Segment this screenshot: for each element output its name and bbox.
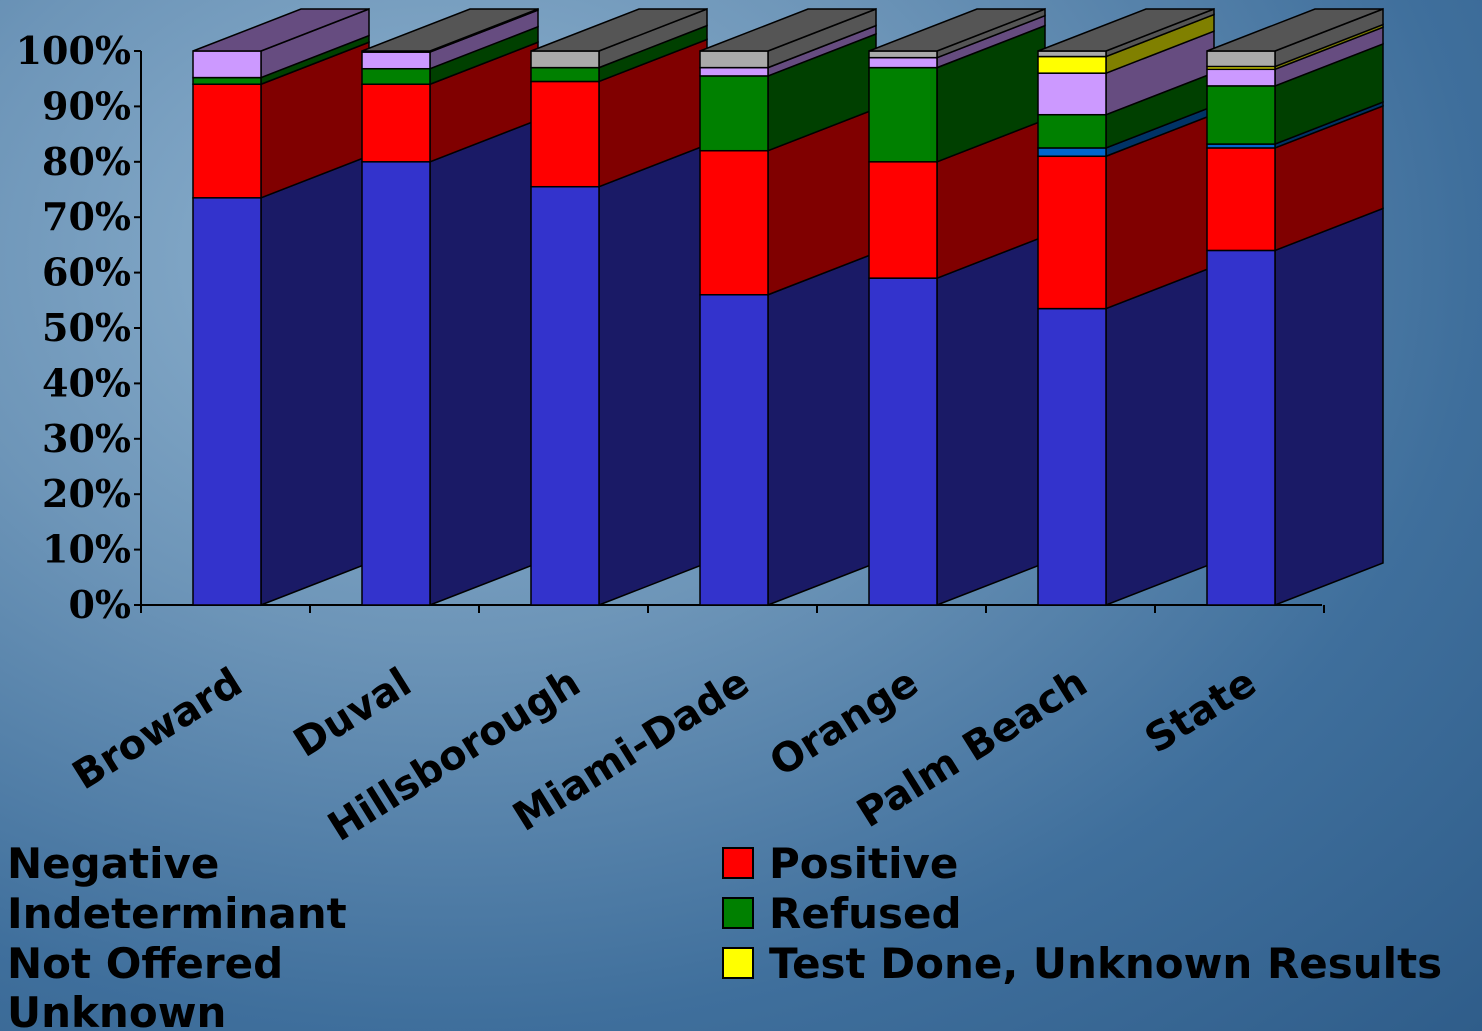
bar-segment [361, 67, 431, 85]
bar-segment [699, 149, 769, 296]
y-tick-label: 60% [42, 250, 131, 295]
legend-label: Positive [769, 839, 958, 888]
bar-segment [699, 294, 769, 606]
bar-top-face [699, 8, 877, 52]
bar-segment [192, 76, 262, 85]
bar-segment [1037, 307, 1107, 606]
bar-top-face [1206, 8, 1384, 52]
bar-segment [1206, 249, 1276, 606]
bar-top-face [192, 8, 370, 52]
y-tick-label: 40% [42, 360, 131, 405]
bar-segment [192, 197, 262, 606]
bar-side-face [598, 143, 708, 607]
legend-label: Refused [769, 889, 962, 938]
bar-top-face [868, 8, 1046, 52]
bar-segment [868, 161, 938, 279]
legend-label: Indeterminant [7, 889, 347, 938]
bar-segment [699, 50, 769, 69]
bar-segment [1037, 55, 1107, 74]
bar-top-face [530, 8, 708, 52]
bar-side-face [429, 118, 539, 607]
x-tick-label: State [1137, 659, 1264, 762]
legend-swatch [722, 847, 754, 879]
x-tick-label: Broward [65, 659, 251, 799]
bar-segment [361, 51, 431, 70]
bar-segment [868, 56, 938, 69]
bar-segment [868, 50, 938, 59]
y-tick-label: 10% [42, 527, 131, 572]
bar-segment [1037, 113, 1107, 149]
bar-segment [530, 185, 600, 606]
bar-segment [1206, 85, 1276, 145]
bar-segment [1206, 50, 1276, 68]
chart-bars [192, 7, 1384, 607]
y-tick-label: 0% [68, 582, 131, 627]
bar-side-face [936, 235, 1046, 607]
bar-segment [530, 80, 600, 188]
x-tick-label: Duval [286, 659, 419, 766]
bar-segment [530, 50, 600, 69]
bar-side-face [1274, 207, 1384, 607]
y-tick-label: 80% [42, 139, 131, 184]
bar-segment [699, 66, 769, 77]
bar-top-face [361, 8, 539, 52]
bar-segment [1206, 147, 1276, 252]
legend-swatch [722, 897, 754, 929]
bar-side-face [767, 251, 877, 607]
bar-segment [192, 50, 262, 79]
y-tick-label: 20% [42, 471, 131, 516]
bar-top-face [1037, 8, 1215, 52]
bar-side-face [1105, 265, 1215, 607]
bar-segment [530, 66, 600, 83]
y-tick-label: 100% [16, 28, 131, 73]
legend-label: Negative [7, 839, 219, 888]
legend-label: Test Done, Unknown Results [769, 939, 1442, 988]
bar-segment [868, 66, 938, 163]
legend-label: Unknown [7, 988, 226, 1031]
y-tick-label: 70% [42, 194, 131, 239]
bar-segment [699, 75, 769, 152]
legend-swatch [722, 947, 754, 979]
bar-segment [361, 161, 431, 606]
bar-segment [192, 83, 262, 199]
y-tick-label: 50% [42, 305, 131, 350]
bar-segment [868, 277, 938, 606]
bar-segment [1037, 155, 1107, 310]
y-tick-label: 30% [42, 416, 131, 461]
bar-segment [1037, 147, 1107, 158]
bar-segment [1037, 72, 1107, 116]
bar-segment [1037, 50, 1107, 58]
legend-label: Not Offered [7, 939, 283, 988]
bar-side-face [260, 154, 370, 607]
y-tick-label: 90% [42, 83, 131, 128]
bar-segment [361, 83, 431, 163]
bar-segment [1206, 68, 1276, 87]
